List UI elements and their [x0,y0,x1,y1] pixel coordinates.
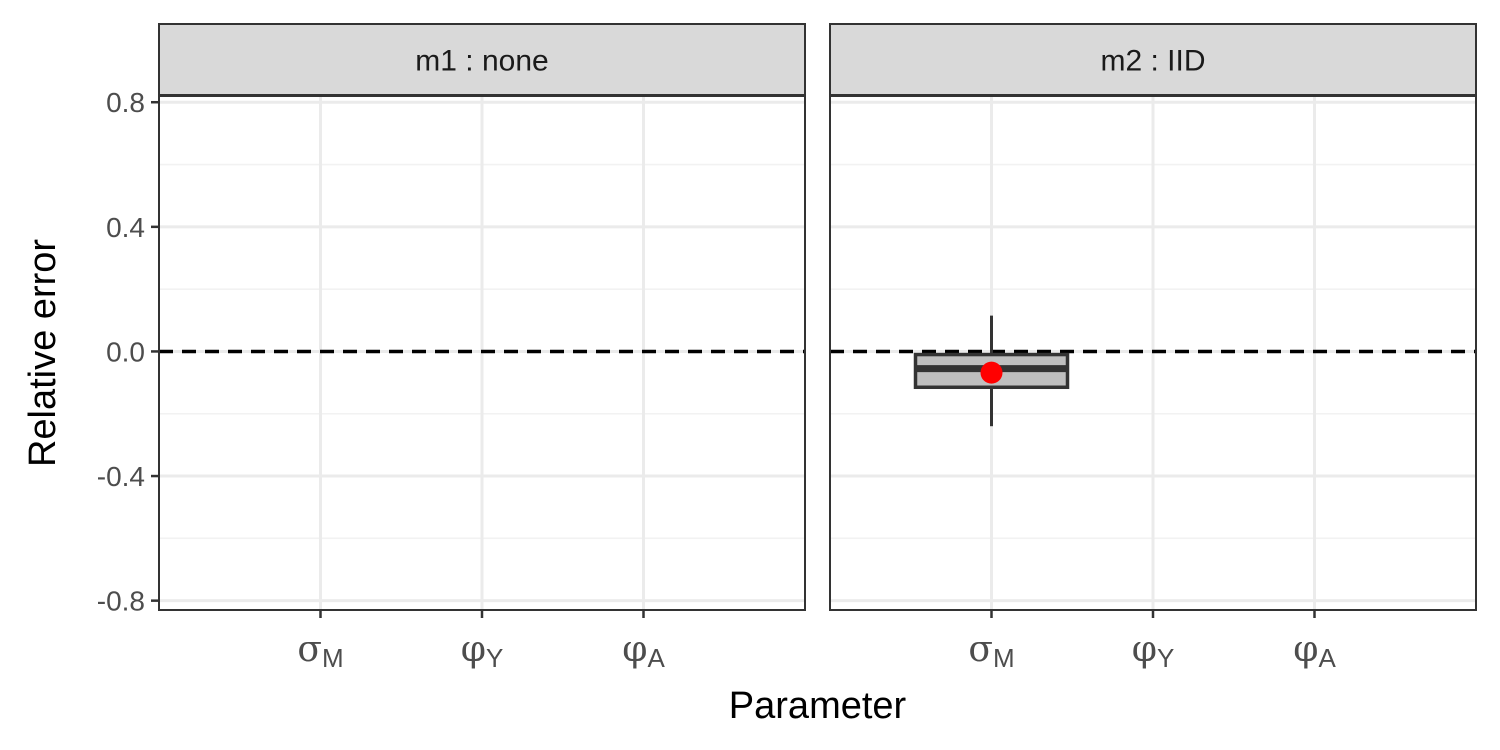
x-tick-label: σM [297,629,343,673]
panel-2: m2 : IID σM φY φA [829,23,1477,673]
strip-label: m2 : IID [1100,45,1205,78]
x-tick-label: σM [968,629,1014,673]
y-tick-label: -0.8 [97,586,145,617]
strip-header [158,23,806,96]
boxplot [913,315,1070,427]
y-tick-label: -0.4 [97,461,145,492]
x-tick-label: φA [1293,629,1336,673]
y-axis-title: Relative error [22,239,64,467]
strip-label: m1 : none [415,45,548,78]
panel-1: m1 : none σM φY φA [158,23,806,673]
x-tick-label: φY [1132,629,1175,673]
strip-header [829,23,1477,96]
y-tick-label: 0.8 [106,87,145,118]
x-tick-label: φA [622,629,665,673]
x-axis-title: Parameter [729,685,907,727]
mean-point [980,361,1003,384]
y-tick-label: 0.4 [106,212,145,243]
x-tick-label: φY [461,629,504,673]
y-tick-label: 0.0 [106,336,145,367]
